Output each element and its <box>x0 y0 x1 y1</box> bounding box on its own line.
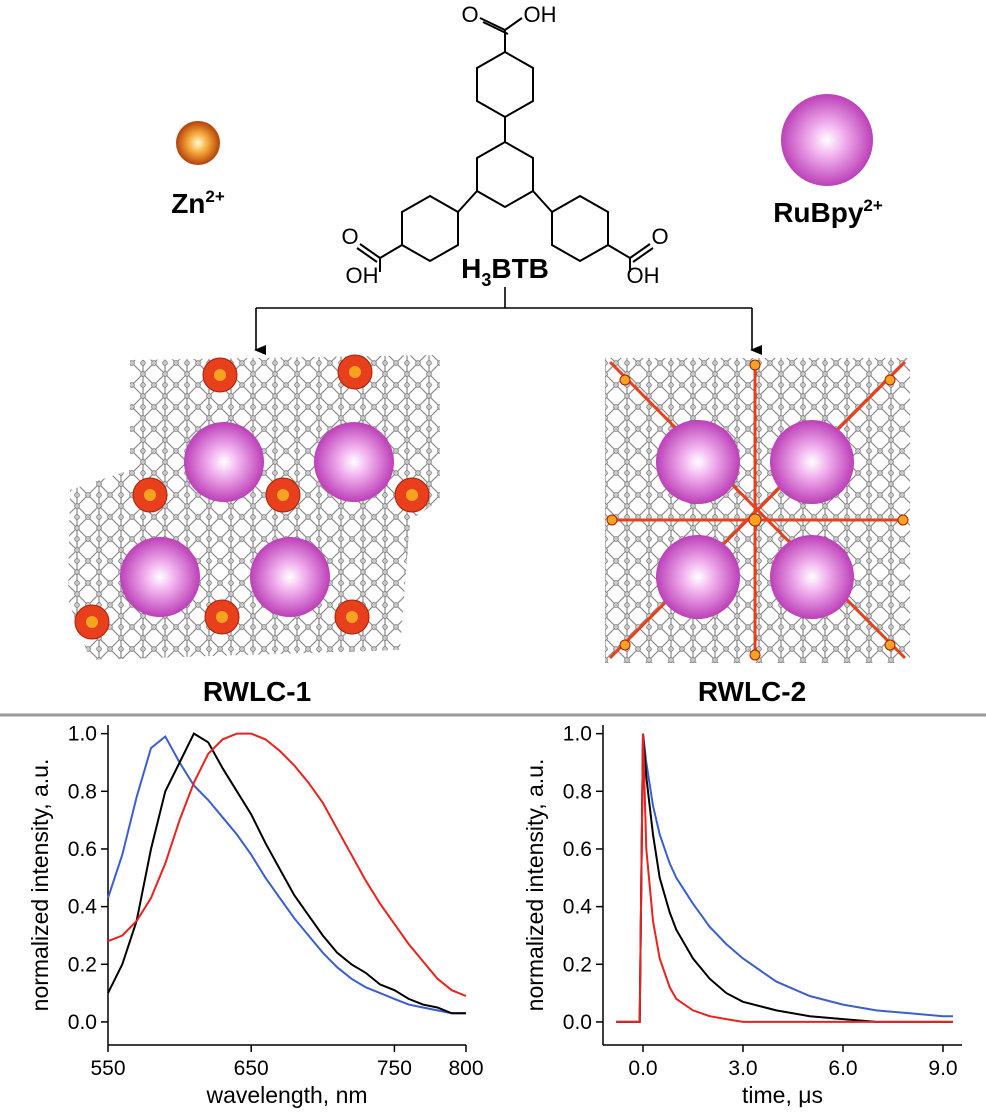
zn-sphere <box>176 121 220 165</box>
x-tick-label: 0.0 <box>628 1057 657 1080</box>
data-line <box>616 733 953 1023</box>
atom-label: OH <box>524 2 557 27</box>
ru-sphere <box>781 94 873 186</box>
x-tick-label: 650 <box>234 1057 269 1080</box>
ru-sup: 2+ <box>863 196 882 215</box>
atom-label: O <box>651 224 668 249</box>
atom-label: O <box>461 2 478 27</box>
y-axis-label: normalized intensity, a.u. <box>522 759 548 1012</box>
y-tick-label: 0.6 <box>563 838 592 861</box>
data-line <box>107 734 466 1015</box>
x-tick-label: 9.0 <box>928 1057 957 1080</box>
data-line <box>107 732 467 997</box>
framework-label: RWLC-1 <box>203 676 311 707</box>
y-tick-label: 0.4 <box>68 896 98 919</box>
arrows <box>254 287 762 355</box>
y-tick-label: 0.8 <box>563 780 592 803</box>
linker-rest: BTB <box>491 253 549 284</box>
y-tick-label: 0.2 <box>563 953 592 976</box>
y-axis-label: normalized intensity, a.u. <box>27 759 53 1012</box>
linker-h: H <box>461 253 481 284</box>
molecule <box>356 17 654 272</box>
x-axis-label: wavelength, nm <box>205 1082 367 1108</box>
x-tick-label: 800 <box>448 1057 483 1080</box>
y-tick-label: 0.0 <box>68 1011 97 1034</box>
y-tick-label: 0.4 <box>563 896 593 919</box>
ru-label: RuBpy2+ <box>773 196 883 228</box>
x-tick-label: 3.0 <box>728 1057 757 1080</box>
atom-label: OH <box>346 263 379 288</box>
framework-label: RWLC-2 <box>698 676 806 707</box>
atom-label: O <box>341 224 358 249</box>
framework-1 <box>68 354 440 660</box>
y-tick-label: 0.0 <box>563 1011 592 1034</box>
linker-sub: 3 <box>481 270 491 290</box>
framework-2 <box>605 358 910 663</box>
linker-label: H3BTB <box>461 253 549 290</box>
y-tick-label: 0.8 <box>68 780 97 803</box>
ru-base: RuBpy <box>773 197 864 228</box>
x-tick-label: 750 <box>377 1057 412 1080</box>
atom-label: OH <box>627 263 660 288</box>
zn-sup: 2+ <box>205 187 224 206</box>
zn-base: Zn <box>171 188 205 219</box>
y-tick-label: 0.2 <box>68 953 97 976</box>
data-line <box>616 733 953 1023</box>
zn-label: Zn2+ <box>171 187 225 219</box>
y-tick-label: 1.0 <box>563 723 592 746</box>
x-tick-label: 550 <box>90 1057 125 1080</box>
data-line <box>107 732 466 1015</box>
x-tick-label: 6.0 <box>828 1057 857 1080</box>
x-axis-label: time, μs <box>742 1082 823 1108</box>
y-tick-label: 1.0 <box>68 723 97 746</box>
y-tick-label: 0.6 <box>68 838 97 861</box>
